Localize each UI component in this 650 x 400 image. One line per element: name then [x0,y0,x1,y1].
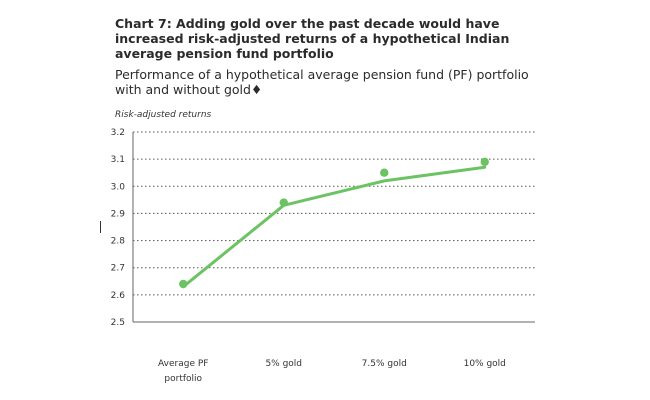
x-tick-label: 7.5% gold [362,359,407,369]
y-tick-label: 3.2 [111,128,125,138]
series-line [181,165,487,289]
data-point [480,157,489,167]
text-cursor [100,221,101,233]
chart-subtitle: Performance of a hypothetical average pe… [115,67,529,97]
y-tick-label: 2.7 [111,264,125,274]
x-tick-label: 5% gold [265,359,302,369]
y-tick-label: 3.1 [111,155,125,165]
y-tick-label: 2.6 [111,291,126,301]
y-tick-label: 2.8 [111,237,126,247]
x-tick-label: 10% gold [464,359,506,369]
data-point [380,168,389,177]
chart-title: Chart 7: Adding gold over the past decad… [115,16,510,61]
y-axis-label: Risk-adjusted returns [115,110,212,120]
y-tick-label: 3.0 [111,182,126,192]
y-tick-label: 2.5 [111,318,125,328]
y-tick-label: 2.9 [111,209,126,219]
x-tick-label: Average PF portfolio [158,359,208,384]
